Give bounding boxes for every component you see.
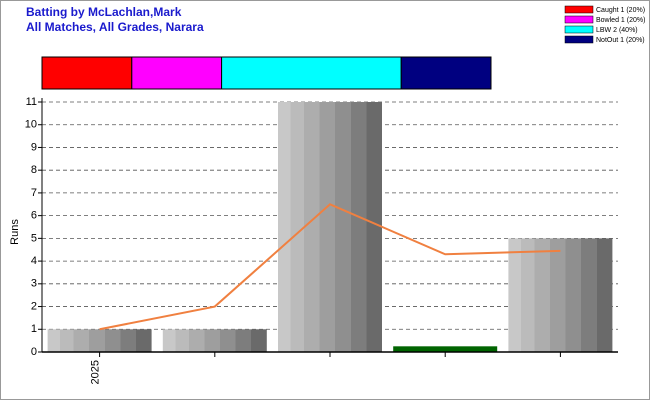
y-tick-label: 3 xyxy=(31,278,37,290)
legend-label: NotOut 1 (20%) xyxy=(596,37,645,44)
bar xyxy=(278,102,382,352)
breakdown-segment xyxy=(400,56,492,90)
breakdown-segment xyxy=(221,56,402,90)
y-tick-label: 7 xyxy=(31,187,37,199)
legend-swatch xyxy=(564,35,594,44)
y-tick-label: 2 xyxy=(31,300,37,312)
legend-label: Bowled 1 (20%) xyxy=(596,17,645,24)
legend-label: Caught 1 (20%) xyxy=(596,7,645,14)
y-tick-label: 10 xyxy=(25,119,37,131)
y-tick-label: 6 xyxy=(31,210,37,222)
legend-swatch xyxy=(564,25,594,34)
x-tick-label: 2025 xyxy=(90,360,102,384)
chart-title: Batting by McLachlan,Mark xyxy=(26,5,182,19)
breakdown-segment xyxy=(131,56,223,90)
y-tick-label: 4 xyxy=(31,255,37,267)
y-tick-label: 8 xyxy=(31,164,37,176)
legend-swatch xyxy=(564,5,594,14)
y-tick-label: 5 xyxy=(31,232,37,244)
bar xyxy=(162,329,267,352)
legend-label: LBW 2 (40%) xyxy=(596,27,638,34)
chart-subtitle: All Matches, All Grades, Narara xyxy=(26,20,204,34)
y-tick-label: 9 xyxy=(31,141,37,153)
line-series xyxy=(99,203,561,331)
legend-swatch xyxy=(564,15,594,24)
bar xyxy=(47,329,152,352)
y-axis-label: Runs xyxy=(9,219,21,245)
y-tick-label: 0 xyxy=(31,346,37,358)
bar xyxy=(393,346,498,352)
breakdown-segment xyxy=(41,56,133,90)
bar xyxy=(508,238,613,352)
y-tick-label: 1 xyxy=(31,323,37,335)
y-tick-label: 11 xyxy=(26,96,37,108)
